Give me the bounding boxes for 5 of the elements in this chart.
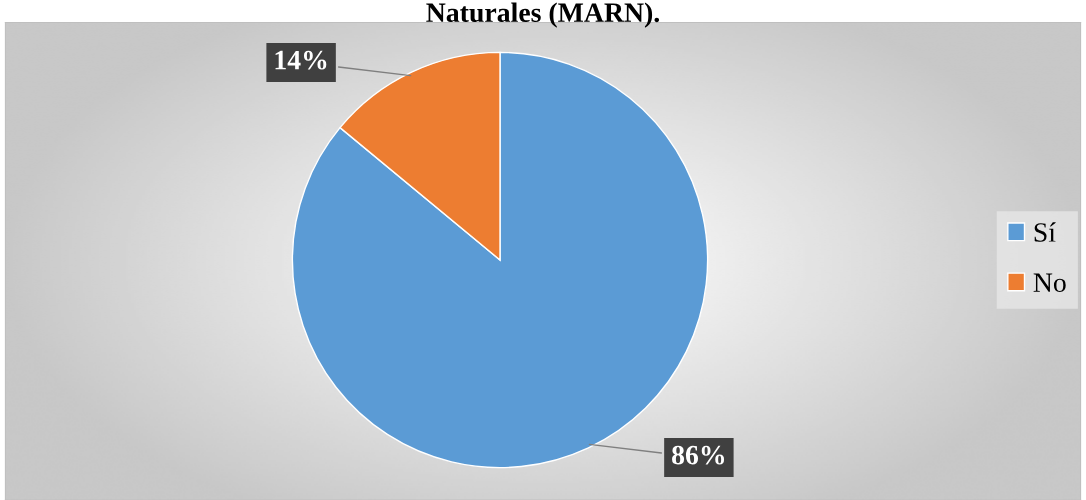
data-label: 86% xyxy=(672,445,725,465)
legend-label: Sí xyxy=(1034,222,1056,242)
legend-label: No xyxy=(1033,273,1066,293)
data-label: 14% xyxy=(275,50,327,70)
chart-title: Naturales (MARN). xyxy=(426,2,660,28)
